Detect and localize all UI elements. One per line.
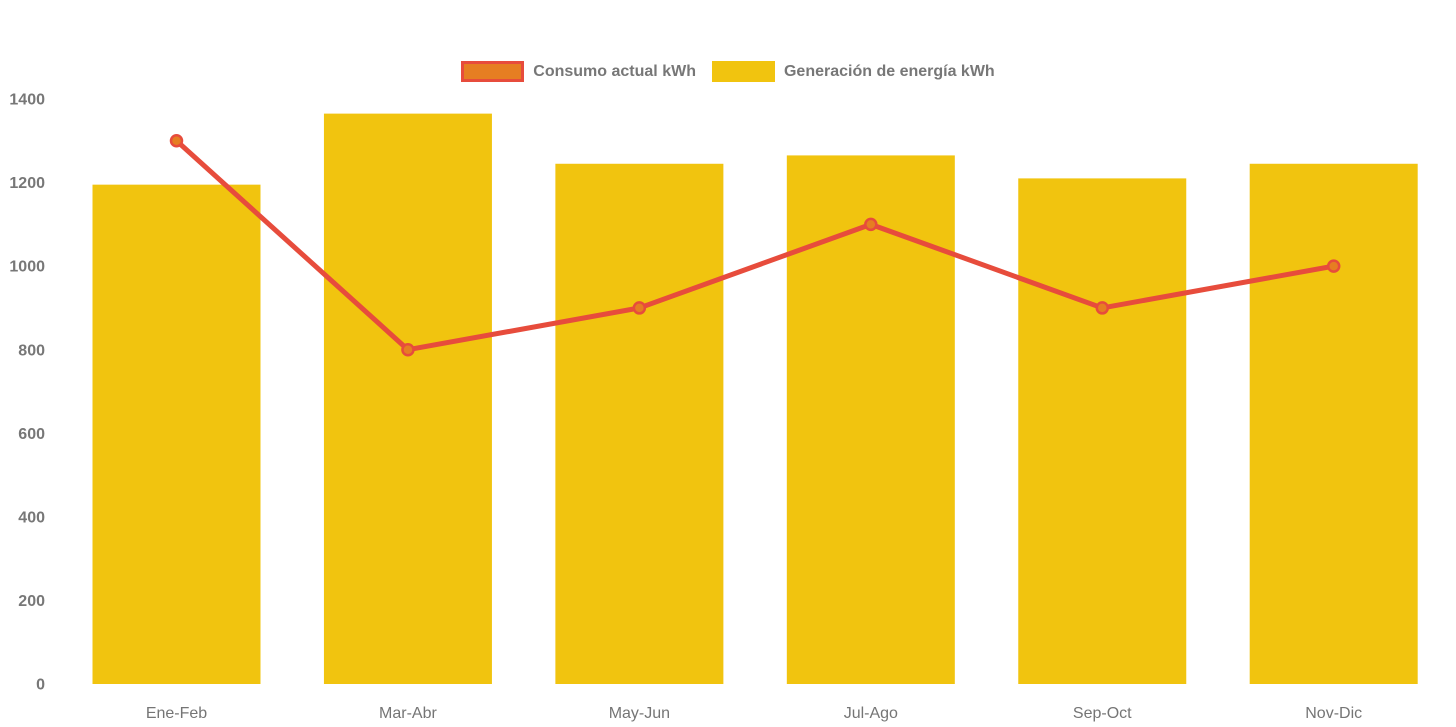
x-label-nov-dic: Nov-Dic [1305,705,1362,722]
x-label-ene-feb: Ene-Feb [146,705,207,722]
point-jul-ago[interactable] [864,217,878,232]
x-label-sep-oct: Sep-Oct [1073,705,1132,722]
point-sep-oct[interactable] [1095,301,1110,315]
x-label-may-jun: May-Jun [609,705,670,722]
bar-sep-oct[interactable] [1018,178,1187,684]
legend-label-consumo-actual: Consumo actual kWh [533,62,696,80]
bar-mar-abr[interactable] [323,113,492,684]
legend-swatch-consumo-actual [461,61,525,82]
y-tick-800: 800 [18,342,45,359]
bar-may-jun[interactable] [555,163,724,685]
legend-swatch-generacion-energia [711,61,775,82]
y-tick-0: 0 [36,677,45,694]
point-nov-dic[interactable] [1326,259,1341,273]
point-ene-feb[interactable] [169,134,184,148]
legend-item-consumo-actual[interactable]: Consumo actual kWh [461,61,696,82]
x-label-mar-abr: Mar-Abr [379,705,437,722]
y-tick-1200: 1200 [9,175,45,192]
bar-jul-ago[interactable] [786,155,955,685]
x-label-jul-ago: Jul-Ago [844,705,898,722]
y-tick-1400: 1400 [9,92,45,109]
y-tick-200: 200 [18,593,45,610]
point-mar-abr[interactable] [401,342,415,357]
y-tick-600: 600 [18,426,45,443]
line-consumo-actual [174,138,1337,353]
legend-label-generacion-energia: Generación de energía kWh [783,62,995,80]
bar-nov-dic[interactable] [1249,163,1418,685]
point-may-jun[interactable] [632,301,647,315]
legend-item-generacion-energia[interactable]: Generación de energía kWh [711,61,995,82]
y-tick-400: 400 [18,509,45,526]
legend: Consumo actual kWh Generación de energía… [0,61,1456,82]
y-tick-1000: 1000 [9,259,45,276]
bar-ene-feb[interactable] [92,184,261,685]
